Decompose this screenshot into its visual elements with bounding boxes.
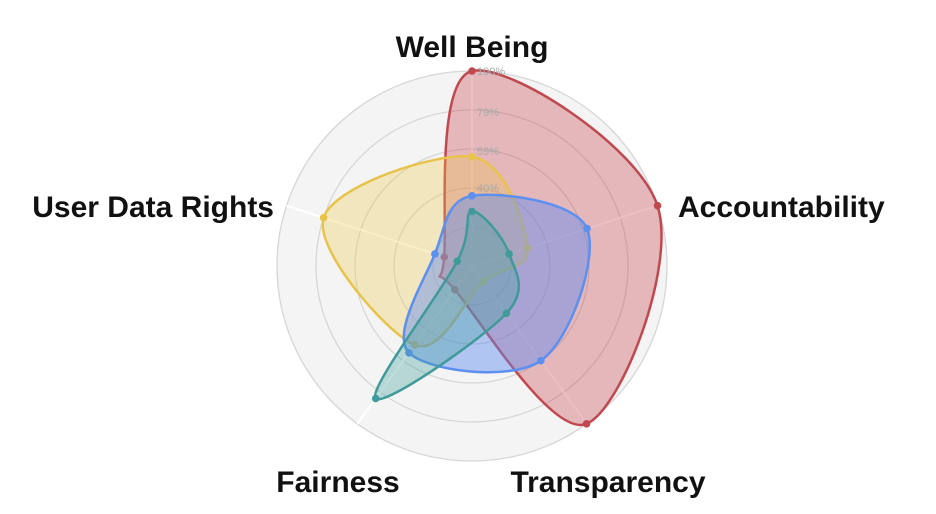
tick-label: 100%: [477, 66, 505, 78]
tick-label: 59%: [477, 146, 499, 158]
axis-label-well-being: Well Being: [396, 31, 549, 64]
axis-label-user-data-rights: User Data Rights: [32, 191, 274, 224]
data-point: [505, 250, 513, 258]
data-point: [453, 257, 462, 266]
data-point: [479, 278, 488, 286]
axis-label-fairness: Fairness: [276, 466, 399, 499]
radar-axis-labels: Well Being Accountability Transparency F…: [32, 31, 885, 499]
data-point: [537, 356, 545, 365]
axis-label-accountability: Accountability: [678, 191, 885, 224]
series-area: [438, 69, 663, 427]
data-point: [431, 250, 439, 258]
data-point: [405, 349, 413, 357]
series-area: [321, 155, 529, 348]
data-point: [440, 253, 449, 261]
tick-label: 79%: [477, 107, 499, 119]
radar-series-4: [371, 207, 521, 403]
grid-spoke: [471, 265, 588, 425]
radar-series-1: [438, 67, 663, 428]
data-point: [583, 224, 591, 233]
radar-series-layer: [319, 67, 663, 428]
data-point: [523, 244, 532, 252]
tick-label: 40%: [477, 183, 499, 195]
data-point: [468, 153, 476, 161]
data-point: [653, 201, 662, 210]
data-point: [319, 214, 328, 222]
data-point: [371, 394, 380, 403]
data-point: [451, 285, 459, 294]
data-point: [410, 341, 419, 349]
data-point: [468, 207, 476, 216]
radar-series-3: [402, 192, 591, 374]
data-point: [468, 67, 476, 75]
data-point: [582, 420, 591, 428]
axis-label-transparency: Transparency: [510, 466, 705, 499]
data-point: [502, 309, 511, 318]
grid-spoke: [471, 204, 658, 267]
radar-tick-labels: 40% 59% 79% 100%: [477, 66, 505, 195]
radar-series-2: [319, 153, 532, 349]
data-point: [468, 192, 476, 200]
